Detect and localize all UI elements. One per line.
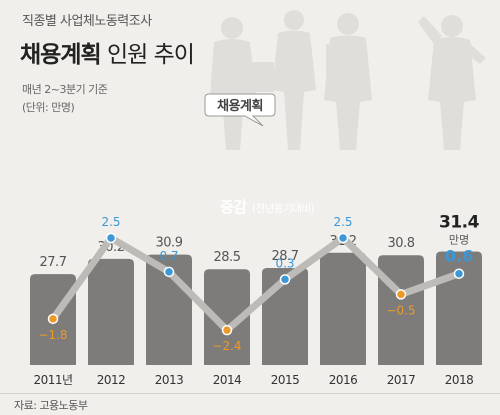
x-tick-label: 2015 (271, 373, 300, 387)
bar-value-label: 31.4 (439, 213, 480, 233)
change-point-label: −1.8 (38, 328, 67, 342)
series-callout-label: 채용계획 (217, 98, 263, 114)
chart-subtitle: 직종별 사업체노동력조사 (22, 14, 152, 29)
series-callout (204, 93, 276, 127)
x-tick-label: 2018 (445, 373, 474, 387)
change-line (49, 234, 463, 334)
change-point (337, 232, 349, 244)
change-point-label: 2.5 (101, 215, 120, 229)
x-tick-label: 2017 (387, 373, 416, 387)
source-note: 자료: 고용노동부 (14, 399, 88, 412)
change-point (395, 289, 407, 300)
change-series-label: 증감 (220, 198, 247, 216)
title-light: 인원 추이 (100, 42, 195, 68)
bar-value-unit: 만명 (449, 234, 469, 247)
bar-value-label: 27.7 (40, 255, 67, 270)
change-point (47, 313, 59, 325)
change-point (105, 232, 117, 244)
bar-value-label: 28.7 (272, 249, 299, 264)
change-point (221, 324, 233, 336)
chart-title: 채용계획 인원 추이 (20, 35, 195, 69)
change-point-label: −2.4 (212, 339, 241, 353)
change-point-label: 0.6 (445, 247, 473, 266)
change-point (279, 274, 291, 285)
unit-note: (단위: 만명) (22, 101, 75, 114)
change-point-label: 0.3 (275, 256, 294, 270)
change-series-note: (전년동기대비) (252, 203, 315, 215)
bar-value-label: 30.8 (388, 236, 415, 251)
change-point-label: 2.5 (333, 215, 352, 229)
change-point-label: −0.5 (386, 303, 415, 317)
bar-value-label: 28.5 (214, 250, 241, 265)
x-tick-label: 2012 (97, 373, 126, 387)
bar (204, 269, 250, 365)
period-note: 매년 2~3분기 기준 (22, 83, 108, 96)
x-tick-label: 2011년 (33, 373, 72, 387)
change-point (453, 268, 465, 279)
bar-value-label: 30.9 (156, 236, 183, 251)
title-bold: 채용계획 (20, 42, 102, 68)
change-point (163, 266, 175, 278)
x-tick-label: 2014 (213, 373, 242, 387)
x-tick-label: 2013 (155, 373, 184, 387)
bar (88, 258, 134, 365)
bar (320, 252, 366, 365)
x-tick-label: 2016 (329, 373, 358, 387)
change-point-label: 0.7 (159, 249, 178, 263)
footer-divider (0, 393, 500, 394)
